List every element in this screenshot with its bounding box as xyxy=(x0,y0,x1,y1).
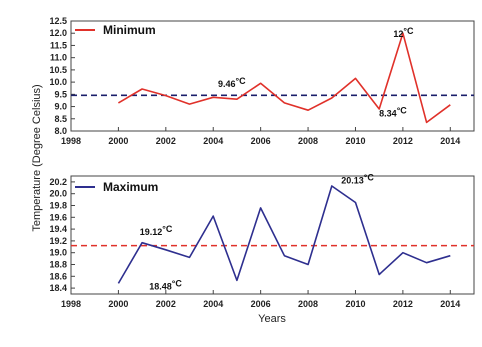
y-tick-label: 20.2 xyxy=(49,177,67,187)
x-tick-label: 2006 xyxy=(251,299,271,309)
annotation-unit: °C xyxy=(162,224,173,234)
annotation-value: 20.13 xyxy=(341,176,364,186)
annotation-value: 18.48 xyxy=(149,281,172,291)
y-axis-title: Temperature (Degree Celsius) xyxy=(31,84,43,231)
axis-ticks-minimum: 8.0 8.5 9.0 9.5 10.0 10.5 11.0 11.5 12.0 12.5 1998… xyxy=(49,16,460,146)
y-tick-label: 19.0 xyxy=(49,248,67,258)
value-annotation: 18.48°C xyxy=(149,278,182,291)
y-tick-label: 19.6 xyxy=(49,212,67,222)
x-tick-label: 2010 xyxy=(345,136,365,146)
plot-frame-minimum xyxy=(70,20,475,132)
y-tick-label: 9.0 xyxy=(54,102,67,112)
plot-frame-maximum xyxy=(70,175,475,295)
annotation-value: 8.34 xyxy=(379,108,397,118)
x-tick-label: 2010 xyxy=(345,299,365,309)
x-tick-label: 2008 xyxy=(298,136,318,146)
y-tick-label: 12.5 xyxy=(49,16,67,26)
annotation-value: 9.46 xyxy=(218,79,236,89)
x-tick-label: 2002 xyxy=(156,299,176,309)
legend-maximum: Maximum xyxy=(75,180,158,194)
annotation-unit: °C xyxy=(172,278,183,288)
y-tick-label: 18.4 xyxy=(49,283,67,293)
legend-label-maximum: Maximum xyxy=(103,180,158,194)
y-tick-label: 19.8 xyxy=(49,201,67,211)
panel-maximum: 18.4 18.618.8 19.0 19.2 19.4 19.619.8 20.0 20.2… xyxy=(49,173,475,309)
x-tick-label: 2004 xyxy=(203,136,223,146)
y-tick-label: 10.0 xyxy=(49,77,67,87)
legend-minimum: Minimum xyxy=(75,23,156,37)
annotation-unit: °C xyxy=(397,105,408,115)
y-tick-label: 11.5 xyxy=(50,40,67,50)
y-tick-label: 10.5 xyxy=(49,65,67,75)
y-tick-label: 18.8 xyxy=(49,260,67,270)
annotations-minimum: 9.46°C8.34°C12°C xyxy=(218,26,414,118)
series-line-maximum xyxy=(117,185,451,284)
y-tick-label: 8.5 xyxy=(54,114,67,124)
annotation-unit: °C xyxy=(236,76,247,86)
annotation-value: 12 xyxy=(393,29,403,39)
axis-ticks-maximum: 18.4 18.618.8 19.0 19.2 19.4 19.619.8 20.0 20.2… xyxy=(49,177,460,309)
y-tick-label: 18.6 xyxy=(49,271,67,281)
y-tick-label: 8.0 xyxy=(54,126,67,136)
x-tick-label: 2008 xyxy=(298,299,318,309)
legend-label-minimum: Minimum xyxy=(103,23,156,37)
x-tick-label: 1998 xyxy=(61,136,81,146)
annotation-unit: °C xyxy=(403,26,414,36)
value-annotation: 19.12°C xyxy=(140,224,173,237)
x-tick-label: 2000 xyxy=(108,136,128,146)
x-tick-label: 1998 xyxy=(61,299,81,309)
x-tick-label: 2012 xyxy=(393,299,413,309)
x-tick-label: 2004 xyxy=(203,299,223,309)
panel-minimum: 8.0 8.5 9.0 9.5 10.0 10.5 11.0 11.5 12.0 12.5 1998… xyxy=(49,16,475,146)
value-annotation: 8.34°C xyxy=(379,105,407,118)
x-tick-label: 2006 xyxy=(251,136,271,146)
x-tick-label: 2014 xyxy=(440,136,460,146)
value-annotation: 12°C xyxy=(393,26,414,39)
annotation-value: 19.12 xyxy=(140,227,163,237)
x-tick-label: 2012 xyxy=(393,136,413,146)
y-tick-label: 12.0 xyxy=(49,28,67,38)
value-annotation: 9.46°C xyxy=(218,76,246,89)
y-tick-label: 20.0 xyxy=(49,189,67,199)
x-tick-label: 2002 xyxy=(156,136,176,146)
x-tick-label: 2000 xyxy=(108,299,128,309)
x-tick-label: 2014 xyxy=(440,299,460,309)
y-tick-label: 11.0 xyxy=(50,53,67,63)
annotation-unit: °C xyxy=(364,173,375,183)
series-line-minimum xyxy=(117,32,451,124)
y-tick-label: 19.4 xyxy=(49,224,67,234)
y-tick-label: 9.5 xyxy=(54,89,67,99)
annotations-maximum: 19.12°C18.48°C20.13°C xyxy=(140,173,375,292)
x-axis-title: Years xyxy=(258,313,286,325)
value-annotation: 20.13°C xyxy=(341,173,374,186)
y-tick-label: 19.2 xyxy=(49,236,67,246)
